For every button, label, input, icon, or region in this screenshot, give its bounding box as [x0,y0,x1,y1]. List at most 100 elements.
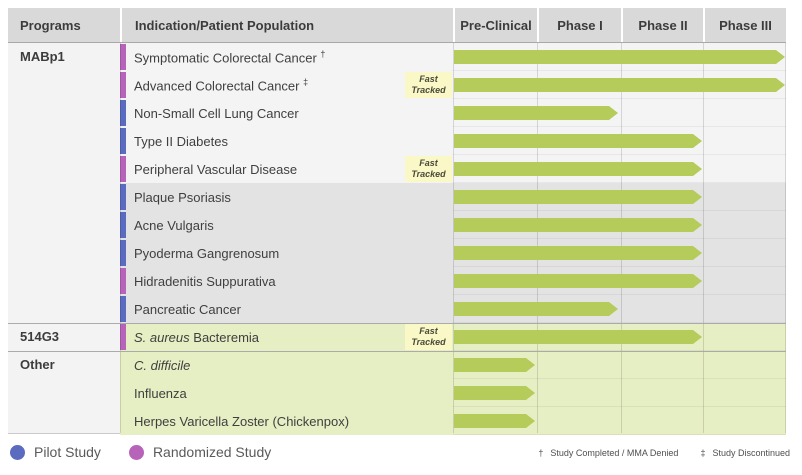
study-type-strip [120,156,126,182]
indication-cell: Pancreatic Cancer [120,295,453,323]
grid-line [537,43,538,433]
indication-cell: Pyoderma Gangrenosum [120,239,453,267]
pipeline-rows: Symptomatic Colorectal Cancer † Advanced … [120,43,786,435]
footnotes: † Study Completed / MMA Denied ‡ Study Disc… [538,448,790,458]
study-type-strip [120,72,126,98]
indication-cell: S. aureus Bacteremia Fast Tracked [120,323,453,351]
indication-cell: Plaque Psoriasis [120,183,453,211]
study-type-strip [120,296,126,322]
indication-cell: Advanced Colorectal Cancer ‡ Fast Tracked [120,71,453,99]
footnote-symbol: † [538,448,544,458]
progress-bar [454,302,618,316]
pipeline-row: Non-Small Cell Lung Cancer [120,99,786,127]
column-header: Phase II [621,8,703,42]
grid-line [703,43,704,433]
fast-tracked-badge: Fast Tracked [405,72,452,98]
timeline-cell [453,183,786,211]
timeline-cell [453,379,786,407]
study-type-strip [120,44,126,70]
grid-line [120,43,121,433]
study-type-strip [120,128,126,154]
timeline-cell [453,239,786,267]
section-divider [8,351,786,352]
indication-label: Pyoderma Gangrenosum [134,245,280,261]
timeline-cell [453,211,786,239]
pipeline-row: Advanced Colorectal Cancer ‡ Fast Tracked [120,71,786,99]
progress-bar [454,330,702,344]
indication-label: Peripheral Vascular Disease [134,161,298,177]
column-header: Indication/Patient Population [120,8,453,42]
indication-cell: Hidradenitis Suppurativa [120,267,453,295]
progress-bar [454,358,535,372]
study-type-strip [120,268,126,294]
progress-bar [454,78,785,92]
timeline-cell [453,43,786,71]
progress-bar [454,190,702,204]
pipeline-body: MABp1 514G3 Other Symptomatic Colorectal C… [8,42,786,435]
indication-cell: Peripheral Vascular Disease Fast Tracked [120,155,453,183]
column-header: Phase I [537,8,621,42]
pipeline-table: Programs Indication/Patient Population Pre… [8,8,786,435]
timeline-cell [453,99,786,127]
column-header: Pre-Clinical [453,8,537,42]
progress-bar [454,106,618,120]
progress-bar [454,274,702,288]
indication-label: Advanced Colorectal Cancer ‡ [134,76,309,94]
pipeline-row: Pyoderma Gangrenosum [120,239,786,267]
column-header: Programs [8,8,120,42]
study-type-strip [120,240,126,266]
indication-label: Plaque Psoriasis [134,189,231,205]
programs-column: MABp1 514G3 Other [8,43,120,433]
grid-line [785,43,786,433]
progress-bar [454,218,702,232]
progress-bar [454,386,535,400]
indication-cell: Influenza [120,379,453,407]
indication-cell: Type II Diabetes [120,127,453,155]
pipeline-row: Pancreatic Cancer [120,295,786,323]
study-type-strip [120,100,126,126]
pipeline-row: S. aureus Bacteremia Fast Tracked [120,323,786,351]
column-header: Phase III [703,8,786,42]
indication-label: Pancreatic Cancer [134,301,241,317]
pipeline-row: Herpes Varicella Zoster (Chickenpox) [120,407,786,435]
progress-bar [454,134,702,148]
progress-bar [454,414,535,428]
timeline-cell [453,295,786,323]
legend: Pilot Study Randomized Study [10,444,271,460]
progress-bar [454,50,785,64]
pilot-study-dot-icon [10,444,25,460]
footnote: † Study Completed / MMA Denied [538,448,678,458]
indication-label: Type II Diabetes [134,133,228,149]
indication-cell: Herpes Varicella Zoster (Chickenpox) [120,407,453,435]
fast-tracked-badge: Fast Tracked [405,324,452,350]
footnote-text: Study Completed / MMA Denied [550,448,679,458]
footnote-symbol: ‡ [700,448,706,458]
grid-line [621,43,622,433]
pipeline-row: Influenza [120,379,786,407]
footnote: ‡ Study Discontinued [700,448,790,458]
pipeline-row: Plaque Psoriasis [120,183,786,211]
indication-label: Symptomatic Colorectal Cancer † [134,48,326,66]
study-type-strip [120,324,126,350]
indication-cell: C. difficile [120,351,453,379]
timeline-cell [453,351,786,379]
grid-line [453,43,454,433]
program-label: 514G3 [20,329,60,344]
indication-cell: Symptomatic Colorectal Cancer † [120,43,453,71]
indication-label: Acne Vulgaris [134,217,214,233]
legend-label: Randomized Study [152,444,272,460]
study-type-strip [120,212,126,238]
legend-label: Pilot Study [34,444,101,460]
timeline-cell [453,127,786,155]
indication-cell: Acne Vulgaris [120,211,453,239]
indication-label: Herpes Varicella Zoster (Chickenpox) [134,413,350,429]
timeline-cell [453,267,786,295]
progress-bar [454,162,702,176]
footnote-text: Study Discontinued [712,448,790,458]
program-label: MABp1 [20,49,65,64]
study-type-strip [120,184,126,210]
indication-label: Hidradenitis Suppurativa [134,273,276,289]
legend-item-pilot: Pilot Study [10,444,101,460]
indication-cell: Non-Small Cell Lung Cancer [120,99,453,127]
